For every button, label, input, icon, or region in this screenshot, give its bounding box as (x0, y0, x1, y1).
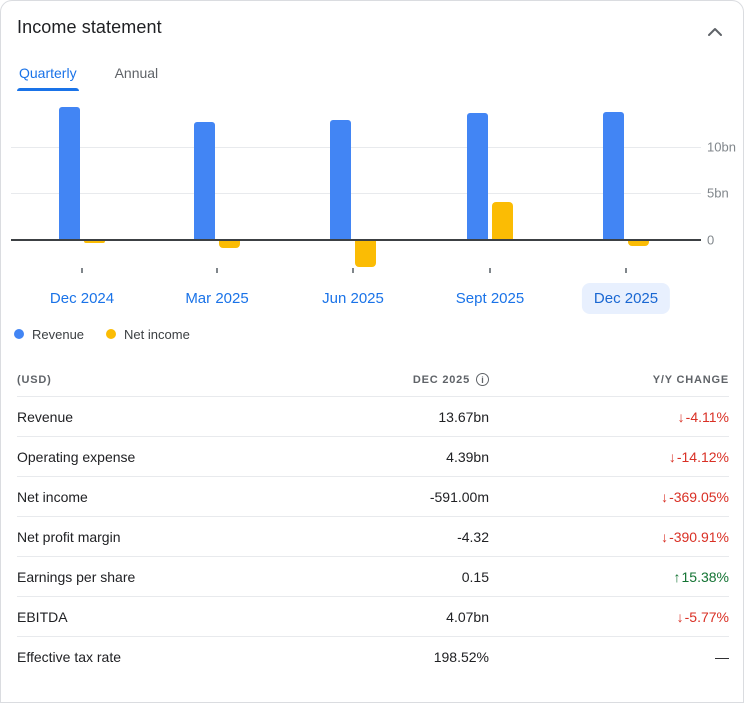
bar-net-income-mar-2025[interactable] (219, 240, 240, 248)
down-arrow-icon: ↓ (677, 408, 685, 425)
row-label: Earnings per share (17, 568, 136, 585)
x-axis-tick (352, 268, 354, 273)
legend-label: Revenue (32, 326, 85, 342)
x-label-dec-2025[interactable]: Dec 2025 (581, 283, 671, 314)
table-row-operating-expense: Operating expense 4.39bn ↓-14.12% (17, 437, 729, 477)
row-value: 13.67bn (438, 408, 489, 425)
legend-dot-icon (106, 329, 117, 339)
down-arrow-icon: ↓ (676, 608, 684, 625)
x-label-dec-2024[interactable]: Dec 2024 (38, 283, 126, 314)
y-axis-tick-label: 5bn (707, 185, 729, 201)
bar-net-income-sept-2025[interactable] (492, 202, 513, 240)
chart-legend: Revenue Net income (1, 321, 743, 347)
row-yy-change: — (715, 649, 729, 665)
bar-net-income-dec-2025[interactable] (628, 240, 649, 246)
table-header-row: (USD) DEC 2025 i Y/Y CHANGE (17, 363, 729, 397)
x-axis-tick (216, 268, 218, 273)
bar-revenue-mar-2025[interactable] (194, 122, 215, 240)
row-yy-change: ↓-14.12% (668, 448, 729, 465)
bar-revenue-sept-2025[interactable] (467, 113, 488, 240)
gridline-5bn (11, 193, 701, 194)
collapse-button[interactable] (703, 21, 727, 44)
gridline-10bn (11, 146, 701, 148)
legend-item-net-income: Net income (106, 327, 190, 342)
row-value: 4.07bn (446, 608, 489, 625)
tab-quarterly[interactable]: Quarterly (17, 57, 79, 91)
table-row-net-income: Net income -591.00m ↓-369.05% (17, 477, 729, 517)
row-label: EBITDA (17, 608, 68, 625)
row-value: 4.39bn (446, 448, 489, 465)
bar-net-income-dec-2024[interactable] (84, 240, 105, 243)
x-label-jun-2025[interactable]: Jun 2025 (310, 283, 396, 314)
row-label: Operating expense (17, 448, 136, 465)
row-yy-change: ↓-4.11% (677, 408, 729, 425)
x-label-mar-2025[interactable]: Mar 2025 (173, 283, 260, 314)
legend-label: Net income (124, 326, 190, 342)
x-axis-tick (625, 268, 627, 273)
table-header-yy-change: Y/Y CHANGE (652, 373, 729, 386)
tab-annual[interactable]: Annual (113, 57, 161, 91)
row-label: Revenue (17, 408, 74, 425)
row-yy-change: ↓-369.05% (661, 488, 729, 505)
down-arrow-icon: ↓ (668, 448, 676, 465)
row-value: -4.32 (457, 528, 489, 545)
legend-dot-icon (14, 329, 24, 339)
row-value: 198.52% (433, 649, 489, 665)
card-header: Income statement (1, 1, 743, 53)
row-label: Effective tax rate (17, 649, 122, 665)
down-arrow-icon: ↓ (661, 488, 669, 505)
chevron-up-icon (707, 25, 723, 40)
up-arrow-icon: ↑ (673, 568, 681, 585)
row-yy-change: ↑15.38% (673, 568, 729, 585)
row-yy-change: ↓-5.77% (676, 608, 729, 625)
table-header-period: DEC 2025 i (329, 373, 489, 386)
row-yy-change: ↓-390.91% (661, 528, 729, 545)
bar-revenue-dec-2024[interactable] (59, 106, 80, 240)
table-row-revenue: Revenue 13.67bn ↓-4.11% (17, 397, 729, 437)
legend-item-revenue: Revenue (14, 327, 84, 342)
table-row-ebitda: EBITDA 4.07bn ↓-5.77% (17, 597, 729, 637)
row-value: -591.00m (429, 488, 489, 505)
table-row-earnings-per-share: Earnings per share 0.15 ↑15.38% (17, 557, 729, 597)
x-axis-tick (81, 268, 83, 273)
bar-revenue-jun-2025[interactable] (330, 119, 351, 240)
zero-axis-line (11, 239, 701, 241)
table-header-currency: (USD) (17, 373, 52, 386)
table-row-effective-tax-rate: Effective tax rate 198.52% — (17, 637, 729, 677)
y-axis-tick-label: 0 (707, 232, 715, 247)
bar-revenue-dec-2025[interactable] (603, 112, 624, 240)
period-tabs: Quarterly Annual (1, 57, 743, 101)
chart-x-axis-labels: Dec 2024 Mar 2025 Jun 2025 Sept 2025 Dec 202… (1, 273, 743, 321)
down-arrow-icon: ↓ (661, 528, 669, 545)
y-axis-tick-label: 10bn (707, 139, 736, 154)
x-axis-tick (489, 268, 491, 273)
bar-net-income-jun-2025[interactable] (355, 240, 376, 267)
row-label: Net income (17, 488, 88, 505)
page-title: Income statement (17, 17, 162, 37)
info-icon[interactable]: i (476, 373, 489, 386)
row-value: 0.15 (461, 568, 489, 585)
row-label: Net profit margin (17, 528, 121, 545)
bar-chart: 10bn 5bn 0 (1, 101, 743, 273)
table-row-net-profit-margin: Net profit margin -4.32 ↓-390.91% (17, 517, 729, 557)
x-label-sept-2025[interactable]: Sept 2025 (444, 283, 536, 314)
financials-table: (USD) DEC 2025 i Y/Y CHANGE Revenue 13.67… (17, 363, 729, 677)
